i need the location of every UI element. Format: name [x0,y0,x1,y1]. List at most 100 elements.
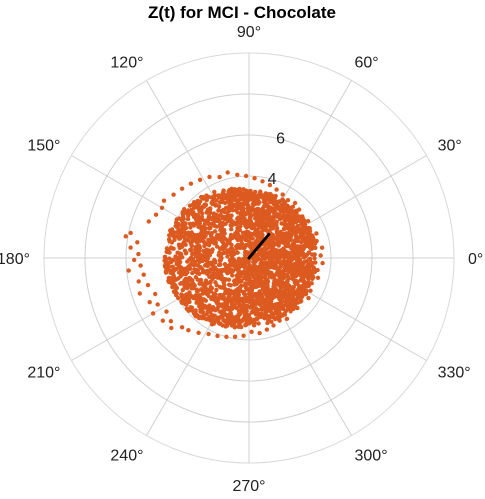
scatter-point [299,239,304,245]
scatter-point [308,288,313,293]
scatter-point [259,306,265,312]
scatter-point [279,209,284,214]
scatter-point [188,225,193,230]
scatter-point [293,270,298,275]
scatter-point [215,233,220,238]
scatter-point [278,234,284,239]
scatter-point [272,310,278,316]
scatter-point [193,212,199,218]
scatter-point [237,236,243,242]
scatter-point [206,331,211,337]
scatter-point [214,283,219,288]
scatter-point [291,212,297,218]
scatter-point [169,325,174,331]
scatter-point [227,282,232,287]
scatter-point [306,269,312,274]
scatter-point [281,246,286,252]
scatter-point [282,288,287,294]
scatter-point [209,231,214,236]
scatter-point [269,275,274,280]
angle-tick-label: 60° [355,54,379,71]
scatter-point [191,223,197,228]
scatter-point [186,230,191,235]
scatter-point [243,173,249,179]
scatter-point [243,191,248,196]
scatter-point [273,260,279,265]
scatter-point [276,267,281,272]
scatter-point [246,313,252,318]
scatter-point [288,304,293,310]
scatter-point [244,199,249,205]
scatter-point [137,291,142,296]
scatter-point [193,275,199,280]
angle-tick-label: 330° [438,365,471,382]
scatter-point [265,290,270,295]
scatter-point [211,221,216,226]
scatter-point [249,300,254,305]
scatter-point [209,286,215,291]
scatter-point [225,254,230,259]
angle-tick-label: 300° [355,448,388,465]
scatter-point [312,252,317,257]
scatter-point [235,192,241,197]
scatter-point [153,212,159,217]
scatter-point [278,281,283,286]
scatter-point [218,271,223,277]
scatter-point [282,268,287,273]
scatter-point [193,308,198,313]
scatter-point [284,301,289,307]
scatter-point [270,236,275,241]
scatter-point [240,243,245,248]
scatter-point [275,302,280,308]
scatter-point [240,271,245,276]
scatter-point [190,209,195,215]
scatter-point [178,252,183,258]
scatter-point [236,256,242,261]
scatter-point [223,196,228,201]
scatter-point [253,189,258,195]
scatter-point [252,176,257,181]
scatter-point [279,252,284,257]
scatter-point [195,205,201,211]
scatter-point [195,288,200,294]
mean-vector [247,232,271,260]
scatter-point [307,226,312,231]
scatter-point [286,205,291,211]
scatter-point [299,217,305,222]
scatter-point [219,231,224,236]
scatter-point [205,305,210,310]
scatter-point [257,330,262,336]
scatter-point [223,289,228,294]
scatter-point [188,248,194,253]
scatter-point [230,273,235,278]
scatter-point [128,230,133,236]
scatter-point [155,302,160,307]
scatter-point [261,300,266,306]
scatter-point [211,200,216,205]
scatter-point [259,284,265,289]
scatter-point [259,265,264,270]
scatter-point [292,238,297,244]
scatter-point [280,204,285,209]
scatter-point [198,217,204,223]
scatter-point [199,226,205,232]
scatter-point [291,209,296,214]
scatter-point [211,318,216,323]
scatter-point [170,257,176,263]
scatter-point [182,207,187,212]
scatter-point [160,318,165,323]
scatter-point [194,312,200,318]
scatter-point [300,214,305,219]
scatter-point [292,278,297,284]
scatter-point [200,258,205,264]
scatter-point [235,172,240,177]
scatter-point [223,324,228,329]
scatter-point [187,233,192,239]
scatter-point [262,224,267,229]
scatter-point [167,256,172,261]
scatter-point [309,281,314,286]
scatter-point [207,269,212,274]
radial-tick-labels: 46 [268,131,286,188]
scatter-point [211,267,217,272]
